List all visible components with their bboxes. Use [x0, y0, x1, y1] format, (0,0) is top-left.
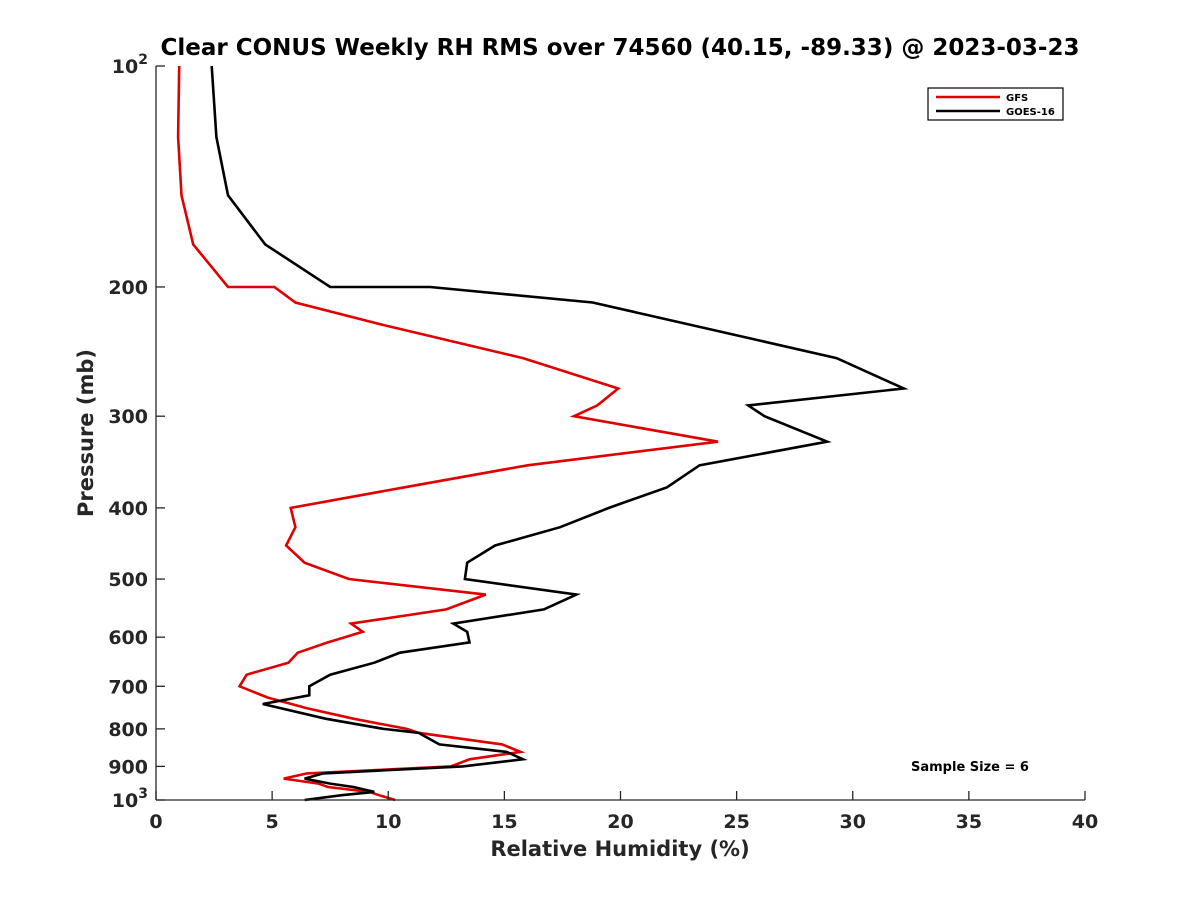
x-tick-label: 15 — [491, 811, 517, 833]
series-layer — [176, 65, 909, 802]
y-tick-label: 900 — [108, 756, 148, 778]
sample-size-annotation: Sample Size = 6 — [911, 760, 1029, 775]
y-ticks: 102 200 300 400 500 600 700 800 900 103 — [108, 52, 165, 812]
y-tick-label: 500 — [108, 569, 148, 591]
series-line-goes16 — [210, 65, 909, 802]
legend-label-goes16: GOES-16 — [1006, 107, 1055, 118]
x-tick-label: 30 — [840, 811, 866, 833]
y-tick-label: 300 — [108, 406, 148, 428]
x-tick-label: 40 — [1072, 811, 1098, 833]
x-ticks: 0 5 10 15 20 25 30 35 40 — [149, 791, 1098, 833]
y-tick-label: 102 — [112, 52, 148, 78]
y-tick-label: 103 — [112, 786, 148, 812]
x-tick-label: 25 — [723, 811, 749, 833]
x-tick-label: 20 — [607, 811, 633, 833]
chart-title: Clear CONUS Weekly RH RMS over 74560 (40… — [161, 35, 1080, 61]
legend-box — [927, 87, 1064, 121]
x-tick-label: 35 — [956, 811, 982, 833]
legend-label-gfs: GFS — [1006, 93, 1028, 104]
series-line-gfs — [176, 65, 719, 802]
y-axis-label: Pressure (mb) — [74, 349, 98, 517]
x-tick-label: 10 — [375, 811, 401, 833]
x-tick-label: 5 — [266, 811, 279, 833]
y-tick-label: 800 — [108, 719, 148, 741]
legend: GFS GOES-16 — [927, 87, 1064, 121]
y-tick-label: 400 — [108, 498, 148, 520]
x-tick-label: 0 — [149, 811, 162, 833]
y-tick-label: 700 — [108, 676, 148, 698]
y-tick-label: 600 — [108, 627, 148, 649]
y-tick-label: 200 — [108, 277, 148, 299]
x-axis-label: Relative Humidity (%) — [490, 837, 749, 861]
